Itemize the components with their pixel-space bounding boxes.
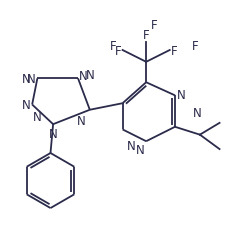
Text: F: F xyxy=(170,44,177,57)
Text: N: N xyxy=(85,69,94,82)
Text: F: F xyxy=(150,19,157,32)
Text: N: N xyxy=(136,143,144,156)
Text: N: N xyxy=(176,88,185,101)
Text: F: F xyxy=(109,40,116,53)
Text: F: F xyxy=(114,44,121,57)
Text: F: F xyxy=(142,29,149,42)
Text: N: N xyxy=(79,70,88,83)
Text: F: F xyxy=(191,40,198,53)
Text: N: N xyxy=(76,114,85,127)
Text: N: N xyxy=(22,73,31,85)
Text: N: N xyxy=(127,139,135,152)
Text: N: N xyxy=(27,73,36,85)
Text: N: N xyxy=(193,106,201,119)
Text: N: N xyxy=(33,110,41,123)
Text: N: N xyxy=(22,99,31,112)
Text: N: N xyxy=(49,127,57,140)
